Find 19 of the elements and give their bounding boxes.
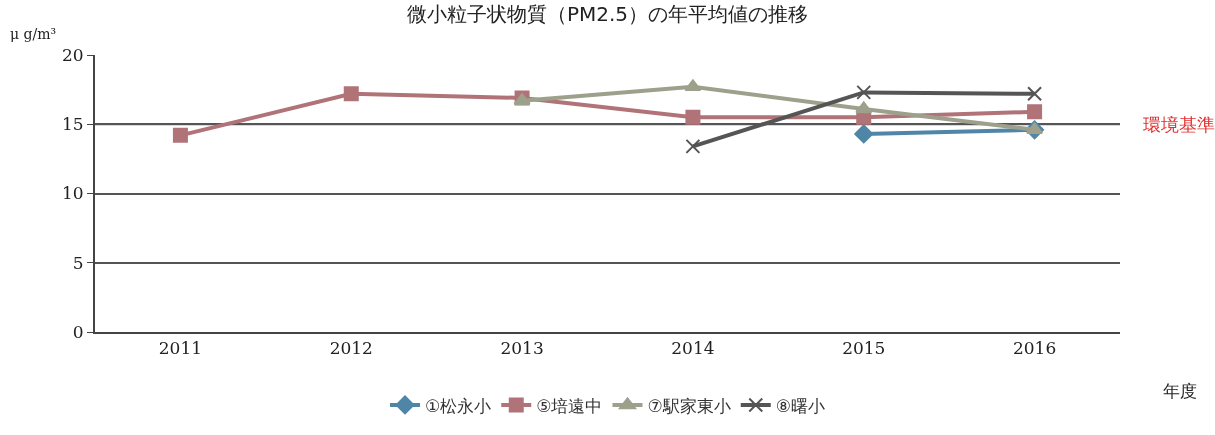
x-tick-label: 2011 [158, 338, 203, 359]
y-tick-label: 0 [72, 321, 84, 342]
y-tick-label: 15 [61, 114, 84, 135]
x-tick-label: 2014 [671, 338, 715, 359]
legend-label: ⑦駅家東小 [647, 395, 731, 416]
y-axis-title: μ g/m³ [10, 26, 57, 42]
chart-title: 微小粒子状物質（PM2.5）の年平均値の推移 [406, 1, 809, 26]
x-tick-label: 2012 [329, 338, 373, 359]
x-tick-label: 2013 [500, 338, 544, 359]
x-tick-label: 2016 [1012, 338, 1057, 359]
legend-label: ⑤培遠中 [536, 395, 603, 416]
y-tick-label: 5 [72, 252, 84, 273]
x-tick-label: 2015 [842, 338, 886, 359]
y-tick-label: 20 [61, 44, 84, 65]
legend-label: ①松永小 [425, 395, 492, 416]
x-axis-title: 年度 [1163, 381, 1197, 401]
legend-label: ⑧曙小 [775, 395, 825, 416]
y-tick-label: 10 [61, 183, 84, 204]
ref-line-label: 環境基準 [1143, 114, 1215, 135]
